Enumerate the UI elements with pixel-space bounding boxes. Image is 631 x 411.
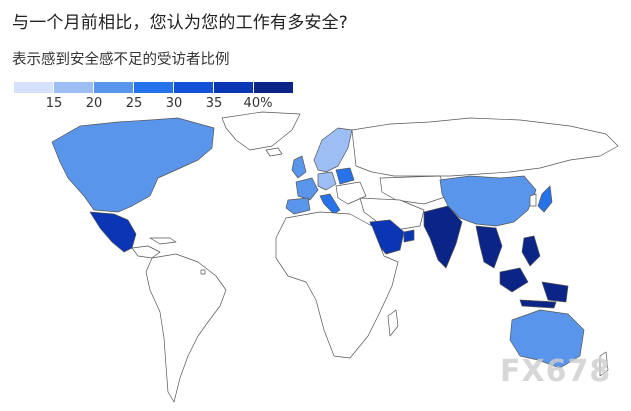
- region-eastern-europe: [335, 181, 367, 205]
- region-uk: [291, 155, 307, 179]
- region-australia: [509, 309, 585, 369]
- region-italy: [319, 193, 341, 215]
- region-indonesia-east: [541, 281, 569, 303]
- region-central-asia: [379, 175, 449, 205]
- region-poland: [335, 167, 355, 185]
- region-greenland: [221, 111, 301, 151]
- region-central-america: [131, 245, 161, 259]
- region-russia: [351, 117, 619, 177]
- legend-tick-35: 35: [205, 96, 223, 111]
- region-india: [423, 205, 463, 269]
- region-middle-east: [359, 197, 425, 231]
- region-china: [439, 175, 537, 227]
- region-trinidad: [200, 269, 206, 275]
- legend-swatch-0: [14, 82, 53, 93]
- region-uae: [403, 229, 415, 243]
- region-mexico: [89, 211, 137, 253]
- region-new-zealand: [599, 351, 609, 377]
- region-indonesia: [499, 267, 529, 293]
- region-korea: [529, 193, 537, 207]
- region-north-america: [51, 117, 215, 213]
- legend-swatch-1: [54, 82, 93, 93]
- region-spain: [285, 197, 311, 215]
- color-legend: 15 20 25 30 35 40%: [14, 82, 304, 112]
- region-caribbean: [149, 237, 177, 245]
- legend-swatch-6: [254, 82, 293, 93]
- legend-tick-15: 15: [45, 96, 63, 111]
- region-southeast-asia: [475, 225, 503, 269]
- world-map: [51, 111, 619, 403]
- legend-swatch-2: [94, 82, 133, 93]
- chart-title: 与一个月前相比，您认为您的工作有多安全?: [12, 13, 349, 33]
- legend-swatch-4: [174, 82, 213, 93]
- region-philippines: [521, 235, 541, 267]
- legend-tick-20: 20: [85, 96, 103, 111]
- legend-swatch-5: [214, 82, 253, 93]
- region-iceland: [265, 147, 283, 157]
- legend-tick-30: 30: [165, 96, 183, 111]
- chart-subtitle: 表示感到安全感不足的受访者比例: [12, 52, 230, 68]
- watermark: FX678: [500, 354, 612, 389]
- region-japan: [537, 185, 553, 213]
- region-scandinavia: [313, 127, 353, 173]
- legend-tick-25: 25: [125, 96, 143, 111]
- region-indonesia-south: [519, 299, 557, 309]
- region-south-america: [145, 253, 227, 403]
- legend-tick-40: 40%: [243, 96, 273, 111]
- region-germany: [317, 171, 337, 191]
- region-madagascar: [387, 309, 399, 337]
- region-africa: [275, 211, 399, 359]
- legend-swatch-3: [134, 82, 173, 93]
- region-france: [295, 177, 319, 201]
